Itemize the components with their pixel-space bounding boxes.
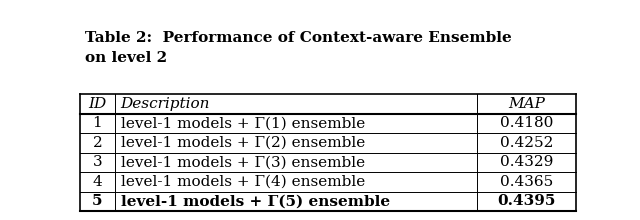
Text: Description: Description [121, 97, 210, 111]
Text: level-1 models + Γ(5) ensemble: level-1 models + Γ(5) ensemble [121, 194, 390, 208]
Text: MAP: MAP [508, 97, 545, 111]
Text: ID: ID [88, 97, 106, 111]
Text: 0.4180: 0.4180 [500, 116, 553, 130]
Text: level-1 models + Γ(1) ensemble: level-1 models + Γ(1) ensemble [121, 116, 365, 130]
Text: 0.4329: 0.4329 [500, 155, 553, 169]
Text: 0.4252: 0.4252 [500, 136, 553, 150]
Text: 0.4395: 0.4395 [497, 194, 556, 208]
Text: 2: 2 [93, 136, 102, 150]
Text: 4: 4 [93, 175, 102, 189]
Text: Table 2:  Performance of Context-aware Ensemble
on level 2: Table 2: Performance of Context-aware En… [85, 31, 512, 65]
Text: 5: 5 [92, 194, 102, 208]
Text: level-1 models + Γ(3) ensemble: level-1 models + Γ(3) ensemble [121, 155, 365, 169]
Text: 3: 3 [93, 155, 102, 169]
Text: level-1 models + Γ(4) ensemble: level-1 models + Γ(4) ensemble [121, 175, 365, 189]
Text: 0.4365: 0.4365 [500, 175, 553, 189]
Text: level-1 models + Γ(2) ensemble: level-1 models + Γ(2) ensemble [121, 136, 365, 150]
Text: 1: 1 [93, 116, 102, 130]
